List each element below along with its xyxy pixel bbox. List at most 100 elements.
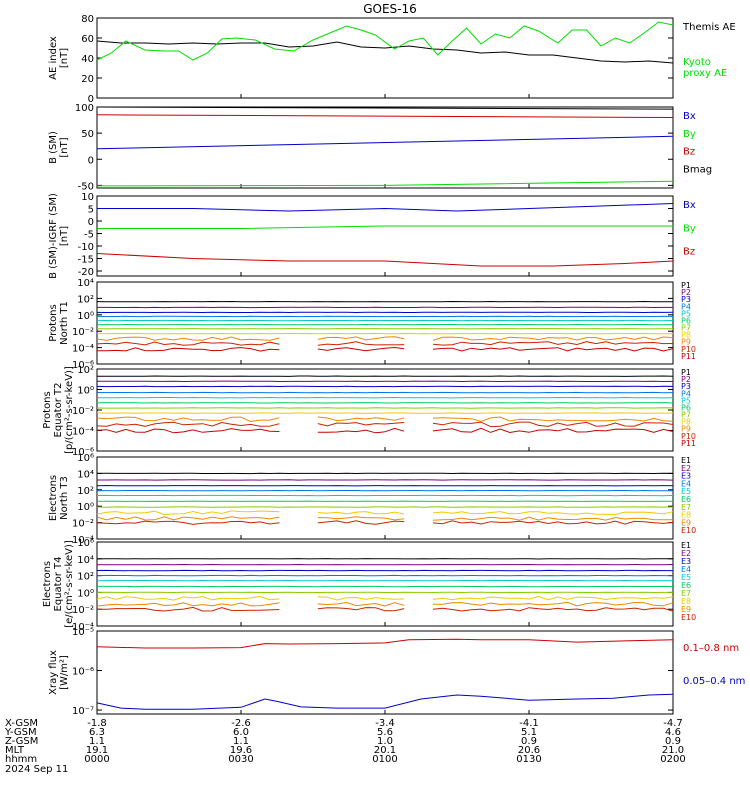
channel-label: E2 (681, 464, 691, 473)
channel-line-E8 (432, 595, 674, 601)
channel-line-P11 (432, 427, 674, 434)
footer-value-mlt: 19.6 (230, 745, 252, 756)
y-tick-label: 10⁶ (77, 538, 94, 549)
channel-label: E6 (681, 581, 691, 590)
y-tick-label: 10⁻⁷ (72, 706, 94, 717)
channel-label: P10 (681, 432, 696, 441)
channel-label: P4 (681, 389, 691, 398)
channel-label: E3 (681, 557, 691, 566)
channel-label: P7 (681, 324, 691, 333)
y-tick-label: 10⁰ (77, 588, 94, 599)
legend-entry: Bz (683, 247, 695, 258)
channel-line-E9 (433, 601, 674, 607)
channel-line-E8 (317, 511, 405, 515)
y-tick-label: -10 (78, 242, 94, 253)
y-tick-label: 10⁶ (77, 453, 94, 464)
legend-entry: Themis AE (682, 22, 736, 33)
legend-entry: Bmag (683, 164, 712, 175)
y-tick-label: 10⁰ (77, 502, 94, 513)
legend-entry: Kyoto (683, 57, 711, 68)
channel-line-E9 (317, 516, 405, 521)
channel-label: P6 (681, 403, 691, 412)
legend-entry: By (683, 129, 696, 140)
channel-label: E4 (681, 479, 691, 488)
channel-label: P8 (681, 331, 691, 340)
channel-label: P9 (681, 425, 691, 434)
legend-entry: Bz (683, 147, 695, 158)
footer-row-label: Z-GSM (5, 736, 38, 747)
y-axis-label-line: [W/m²] (59, 655, 70, 690)
footer-value-x: -4.1 (519, 718, 539, 729)
channel-label: P3 (681, 382, 691, 391)
footer-value-x: -1.8 (87, 718, 107, 729)
y-axis-label: B (SM)-IGRF (SM)[nT] (48, 193, 70, 279)
footer-value-y: 4.6 (665, 727, 681, 738)
footer-value-z: 0.9 (521, 736, 537, 747)
footer-value-hhmm: 0100 (372, 754, 397, 765)
panel-pn1: 10⁴ 10² 10⁰ 10⁻² 10⁻⁴ 10⁻⁶ ProtonsNorth T1 P1P2… (48, 278, 696, 371)
y-axis-label-line: [nT] (59, 226, 70, 246)
footer-value-mlt: 20.1 (374, 745, 396, 756)
channel-line-P11 (317, 346, 405, 352)
channel-label: E9 (681, 605, 691, 614)
channel-label: P10 (681, 345, 696, 354)
series-line-bx (96, 135, 674, 150)
channel-line-P10 (432, 421, 674, 428)
channel-label: E2 (681, 549, 691, 558)
channel-line-P10 (96, 421, 280, 427)
y-tick-label: 10² (77, 365, 94, 376)
series-line-by (96, 180, 674, 187)
y-tick-label: 10⁻⁶ (72, 667, 94, 678)
y-axis-label-line: North T1 (59, 301, 70, 345)
channel-label: P4 (681, 302, 691, 311)
channel-label: E5 (681, 573, 691, 582)
channel-line-P11 (96, 428, 280, 434)
panel-frame (96, 106, 674, 189)
channel-label: E7 (681, 589, 691, 598)
channel-label: P6 (681, 316, 691, 325)
y-axis-label-line: B (SM) (48, 131, 59, 164)
series-line-0-1-0-8-nm (96, 638, 674, 649)
channel-line-P9 (96, 336, 280, 341)
y-tick-label: 50 (81, 129, 94, 140)
y-axis-label: Xray flux[W/m²] (48, 650, 70, 695)
y-axis-label: AE index[nT] (48, 36, 70, 80)
series-line-bx (97, 203, 674, 212)
y-tick-label: 10⁻² (72, 605, 94, 616)
channel-label: P8 (681, 418, 691, 427)
y-axis-label-line: [nT] (59, 137, 70, 157)
channel-label: E10 (681, 613, 696, 622)
footer-value-x: -2.6 (231, 718, 251, 729)
channel-line-E8 (432, 511, 674, 516)
y-tick-label: 20 (81, 74, 94, 85)
y-tick-label: -50 (78, 181, 94, 192)
y-axis-label: ElectronsEquator T4[e/(cm²-s-sr-keV)] (42, 540, 75, 628)
channel-line-E8 (96, 510, 280, 516)
footer-value-hhmm: 0200 (660, 754, 685, 765)
y-tick-label: -20 (78, 267, 94, 278)
channel-label: P5 (681, 396, 691, 405)
channel-label: P7 (681, 411, 691, 420)
plot-title: GOES-16 (363, 2, 417, 16)
panel-frame (96, 630, 674, 715)
legend-entry: Bx (683, 111, 696, 122)
channel-line-E10 (317, 607, 405, 612)
y-tick-label: 0 (88, 94, 94, 105)
series-line-kyoto-proxy-ae (96, 21, 674, 61)
y-axis-label-line: Electrons (48, 475, 59, 521)
footer-row-label: MLT (5, 745, 25, 756)
y-tick-label: 5 (88, 205, 94, 216)
channel-line-P10 (432, 341, 674, 346)
channel-label: P11 (681, 352, 696, 361)
y-tick-label: 10⁻⁶ (72, 447, 94, 458)
panel-bsm: -50 0 50 100 B (SM)[nT] Bx By Bz Bmag (48, 103, 712, 192)
footer-value-y: 6.0 (233, 727, 249, 738)
legend-entry: By (683, 223, 696, 234)
y-axis-label: ElectronsNorth T3 (48, 475, 70, 521)
y-tick-label: 100 (75, 103, 94, 114)
y-tick-label: 10² (77, 572, 94, 583)
